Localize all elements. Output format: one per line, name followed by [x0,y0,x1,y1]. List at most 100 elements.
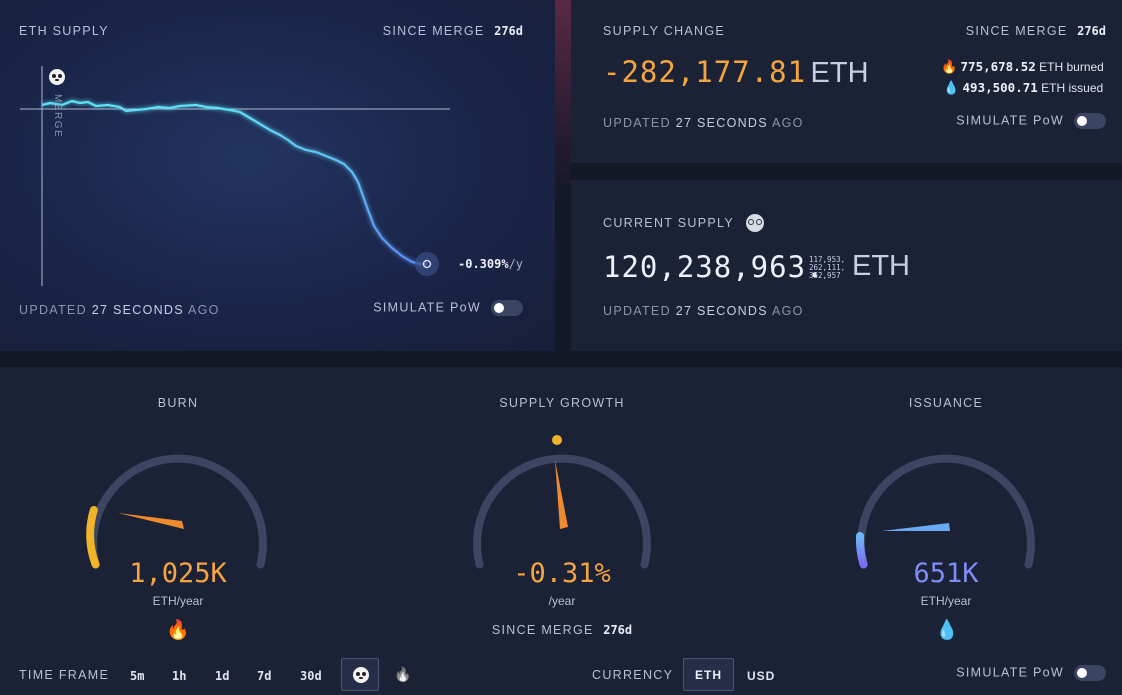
since-merge-label: SINCE MERGE [491,623,594,637]
updated-suffix: AGO [771,304,804,318]
time-frame-1h[interactable]: 1h [172,669,187,683]
panda-icon [353,667,369,683]
current-supply-value: 120,238,963. [603,250,825,284]
issuance-gauge-track [857,454,1035,569]
current-point-halo [415,252,439,276]
currency-label: CURRENCY [592,668,674,682]
fire-icon: 🔥 [166,620,190,641]
supply-series-line [41,99,427,266]
supply-growth-gauge [473,435,651,569]
burned-value: 775,678.52 [960,59,1036,74]
issuance-title: ISSUANCE [908,396,984,410]
simulate-pow-toggle[interactable] [491,300,523,316]
eth-supply-since: SINCE MERGE 276d [383,24,523,38]
burn-title: BURN [157,396,199,410]
current-supply-unit: ETH [852,250,910,282]
droplet-icon: 💧 [935,620,959,641]
since-merge-label: SINCE MERGE [382,24,485,38]
ultrasound-fire-icon: 🔥 [394,666,412,682]
current-point-marker [422,259,432,269]
time-frame-label: TIME FRAME [19,668,110,682]
simulate-pow-label: SIMULATE PoW [373,300,481,315]
supply-rate-unit: /y [508,257,524,271]
issuance-unit: ETH/year [920,594,972,608]
updated-value: 27 SECONDS [675,116,768,130]
updated-prefix: UPDATED [19,303,87,317]
droplet-icon: 💧 [943,80,960,95]
since-merge-value: 276d [494,24,523,38]
supply-change-panel: SUPPLY CHANGE SINCE MERGE 276d -282,177.… [571,0,1122,163]
supply-rate: -0.309%/y [458,257,523,271]
current-updated: UPDATED 27 SECONDS AGO [603,304,804,318]
updated-value: 27 SECONDS [675,304,768,318]
time-frame-1d[interactable]: 1d [215,669,230,683]
issuance-gauge-needle [882,523,950,531]
burn-gauge-track [89,454,267,569]
supply-change-since: SINCE MERGE 276d [966,24,1106,38]
simulate-pow-toggle[interactable] [1074,113,1106,129]
time-frame-7d[interactable]: 7d [257,669,272,683]
current-supply-header: CURRENT SUPPLY [603,214,765,232]
growth-gauge-marker [552,435,562,445]
footer-simulate-pow: SIMULATE PoW [956,665,1106,681]
eth-supply-title: ETH SUPPLY [19,24,109,38]
supply-change-unit: ETH [810,57,869,89]
updated-suffix: AGO [771,116,804,130]
updated-prefix: UPDATED [603,304,671,318]
panda-merge-icon [49,69,65,85]
updated-value: 27 SECONDS [91,303,184,317]
growth-since: SINCE MERGE 276d [452,623,672,637]
decimals-line-1: 117,953, [809,255,846,264]
burn-unit: ETH/year [152,594,204,608]
supply-change-value: -282,177.81 [603,55,807,89]
supply-line-chart[interactable] [0,0,555,300]
decimals-line-3: 352,957 [809,271,841,280]
burned-row: 🔥 775,678.52 ETH burned [941,59,1104,75]
supply-simulate-pow: SIMULATE PoW [373,300,523,316]
simulate-pow-toggle[interactable] [1074,665,1106,681]
issuance-gauge-fill [855,532,868,569]
supply-updated: UPDATED 27 SECONDS AGO [19,303,220,317]
current-supply-panel: CURRENT SUPPLY 120,238,963. 117,953, 262… [571,180,1122,351]
issuance-gauge [855,454,1035,569]
toggle-knob [1077,668,1087,678]
time-frame-5m[interactable]: 5m [130,669,145,683]
supply-growth-value: -0.31% [513,558,611,589]
currency-eth-button[interactable]: ETH [683,658,734,691]
currency-eth-label: ETH [695,668,722,682]
supply-growth-unit: /year [548,594,576,608]
toggle-knob [494,303,504,313]
growth-gauge-track [473,454,651,569]
merge-label: MERGE [52,94,63,139]
change-simulate-pow: SIMULATE PoW [956,113,1106,129]
burn-gauge-needle [118,513,184,529]
decimals-line-2: 262,111, [809,263,846,272]
change-updated: UPDATED 27 SECONDS AGO [603,116,804,130]
issued-unit: ETH issued [1041,81,1104,95]
simulate-pow-label: SIMULATE PoW [956,113,1064,128]
time-frame-since-burn-button[interactable]: 🔥 [394,666,411,683]
current-supply-amount: 120,238,963. [603,250,825,284]
issued-row: 💧 493,500.71 ETH issued [943,80,1103,96]
burn-gauge [86,454,267,569]
burn-value: 1,025K [129,558,227,589]
supply-change-title: SUPPLY CHANGE [603,24,726,38]
issued-value: 493,500.71 [962,80,1038,95]
toggle-knob [1077,116,1087,126]
since-merge-value: 276d [603,623,633,637]
current-supply-title: CURRENT SUPPLY [603,216,734,231]
time-frame-30d[interactable]: 30d [300,669,322,683]
burned-unit: ETH burned [1039,60,1104,74]
panel-divider [555,0,571,200]
simulate-pow-label: SIMULATE PoW [956,665,1064,680]
growth-gauge-needle [555,460,568,529]
time-frame-since-merge-button[interactable] [341,658,379,691]
updated-suffix: AGO [187,303,220,317]
supply-change-amount: -282,177.81 ETH [603,55,869,90]
currency-usd-button[interactable]: USD [747,669,776,683]
nerd-face-icon [746,214,765,232]
updated-prefix: UPDATED [603,116,671,130]
eth-supply-panel: ETH SUPPLY SINCE MERGE 276d MERGE -0.309… [0,0,555,351]
since-merge-label: SINCE MERGE [965,24,1068,38]
fire-icon: 🔥 [941,59,958,74]
